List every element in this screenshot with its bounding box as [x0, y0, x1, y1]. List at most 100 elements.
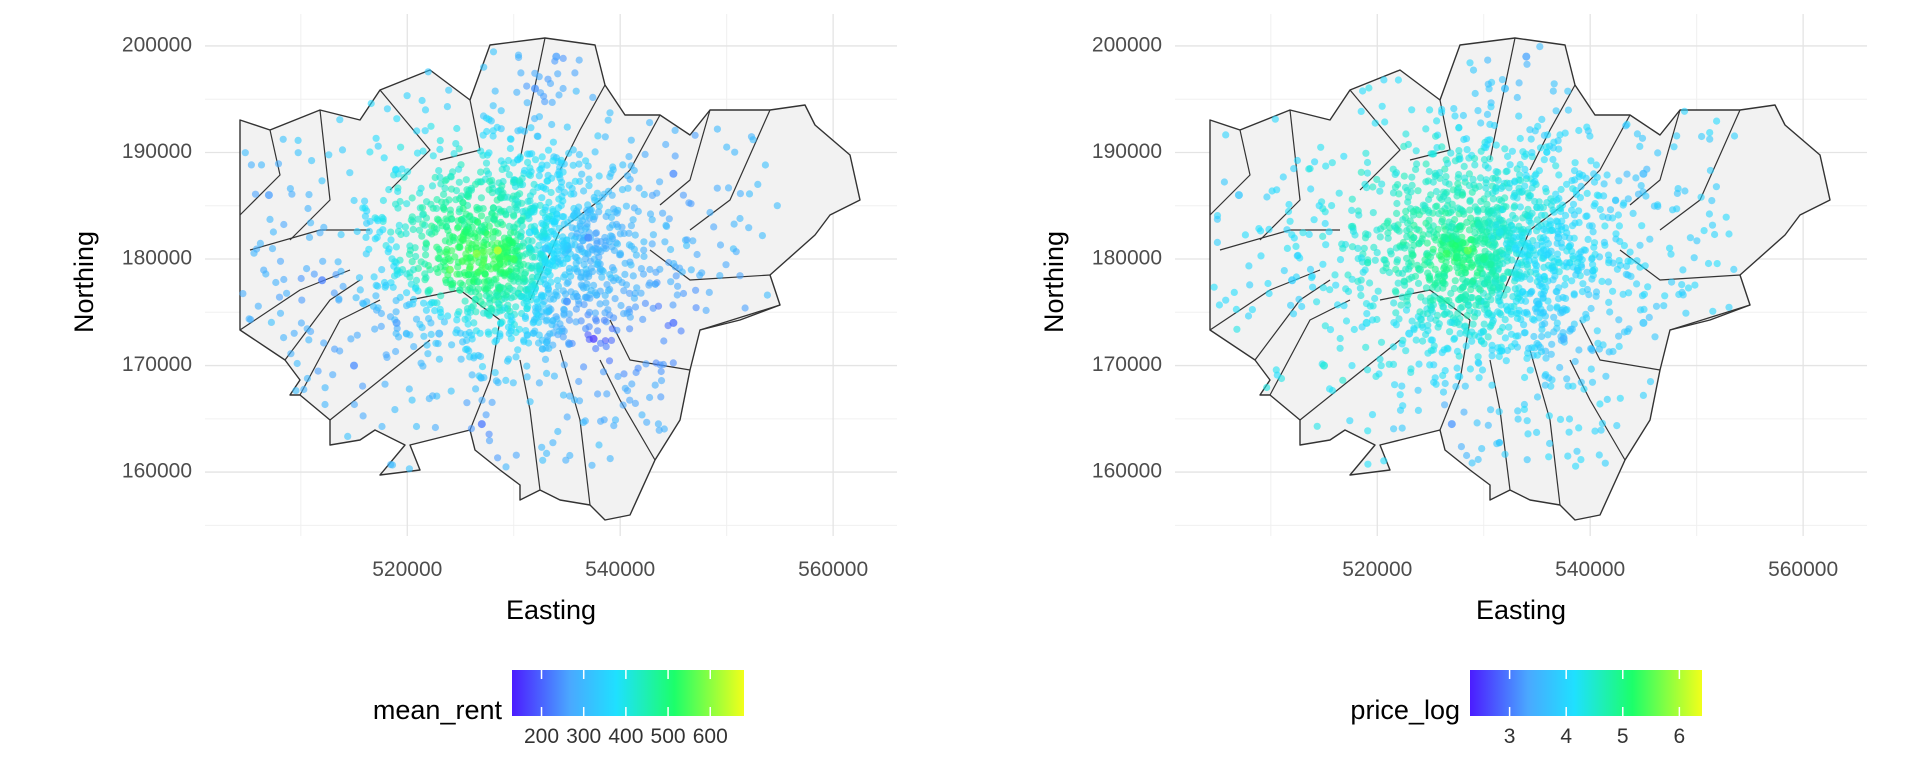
data-point	[625, 241, 634, 249]
data-point	[606, 270, 614, 279]
data-point	[662, 140, 670, 149]
data-point	[1555, 268, 1563, 276]
data-point	[1315, 202, 1323, 210]
data-point	[1414, 386, 1422, 394]
data-point	[1609, 287, 1617, 295]
data-point	[560, 361, 568, 369]
data-point	[1654, 149, 1662, 157]
data-point	[403, 200, 411, 208]
data-point	[1331, 271, 1339, 279]
data-point	[1484, 56, 1492, 64]
left-y-tick-labels: 200000 190000 180000 170000 160000	[122, 34, 192, 483]
data-point	[634, 207, 642, 215]
data-point	[1357, 291, 1365, 300]
data-point	[1571, 176, 1579, 184]
data-point	[552, 232, 560, 240]
data-point	[450, 234, 458, 242]
data-point	[1442, 209, 1450, 217]
data-point	[1272, 366, 1280, 374]
data-point	[595, 202, 603, 210]
data-point	[713, 125, 722, 133]
data-point	[538, 219, 546, 227]
data-point	[745, 190, 754, 198]
data-point	[1565, 428, 1573, 436]
data-point	[1590, 202, 1598, 210]
data-point	[524, 158, 532, 166]
data-point	[667, 278, 675, 286]
data-point	[1213, 215, 1221, 223]
data-point	[510, 293, 518, 301]
data-point	[633, 284, 641, 292]
data-point	[1456, 372, 1464, 381]
data-point	[637, 289, 645, 297]
data-point	[418, 324, 426, 332]
borough-boundary	[299, 299, 381, 396]
data-point	[1540, 131, 1548, 139]
data-point	[1544, 240, 1552, 248]
data-point	[523, 99, 531, 107]
data-point	[493, 246, 502, 255]
data-point	[414, 215, 422, 223]
data-point	[1348, 243, 1357, 251]
data-point	[1568, 277, 1576, 285]
data-point	[1298, 302, 1306, 311]
data-point	[1363, 310, 1371, 318]
data-point	[1633, 130, 1641, 138]
data-point	[279, 135, 287, 143]
data-point	[1363, 158, 1372, 167]
data-point	[1467, 280, 1475, 288]
data-point	[1336, 344, 1344, 352]
data-point	[1708, 221, 1717, 229]
data-point	[374, 142, 382, 150]
data-point	[350, 361, 358, 370]
data-point	[543, 177, 551, 185]
data-point	[1615, 257, 1623, 265]
data-point	[1368, 411, 1377, 419]
data-point	[627, 261, 635, 269]
data-point	[1523, 456, 1531, 464]
data-point	[1533, 216, 1541, 224]
data-point	[489, 48, 498, 56]
data-point	[1506, 179, 1514, 188]
data-point	[1693, 237, 1701, 245]
data-point	[549, 217, 558, 225]
data-point	[601, 133, 609, 141]
data-point	[571, 69, 579, 77]
data-point	[1603, 171, 1611, 179]
borough-boundary	[1569, 114, 1631, 201]
data-point	[1525, 194, 1533, 202]
data-point	[1515, 79, 1523, 87]
data-point	[1283, 226, 1291, 234]
data-point	[530, 288, 538, 296]
data-point	[1378, 102, 1386, 110]
data-point	[280, 334, 288, 342]
data-point	[488, 307, 496, 315]
data-point	[1492, 168, 1500, 176]
data-point	[1459, 111, 1467, 120]
data-point	[1484, 80, 1492, 88]
data-point	[1501, 316, 1509, 324]
data-point	[1222, 131, 1230, 139]
data-point	[1399, 216, 1407, 224]
data-point	[447, 280, 455, 288]
data-point	[1590, 170, 1598, 178]
data-point	[543, 449, 551, 457]
data-point	[1408, 173, 1416, 181]
data-point	[1559, 329, 1567, 337]
data-point	[1396, 391, 1404, 399]
data-point	[607, 232, 615, 240]
data-point	[1583, 268, 1591, 276]
data-point	[535, 172, 543, 180]
data-point	[1268, 187, 1276, 195]
data-point	[406, 331, 414, 339]
data-point	[1409, 208, 1417, 216]
data-point	[593, 249, 601, 257]
data-point	[465, 265, 473, 273]
data-point	[1629, 209, 1637, 217]
data-point	[1450, 284, 1458, 293]
data-point	[1586, 132, 1594, 140]
data-point	[1481, 219, 1489, 227]
data-point	[1573, 447, 1581, 455]
data-point	[1533, 428, 1541, 436]
data-point	[1497, 184, 1505, 192]
